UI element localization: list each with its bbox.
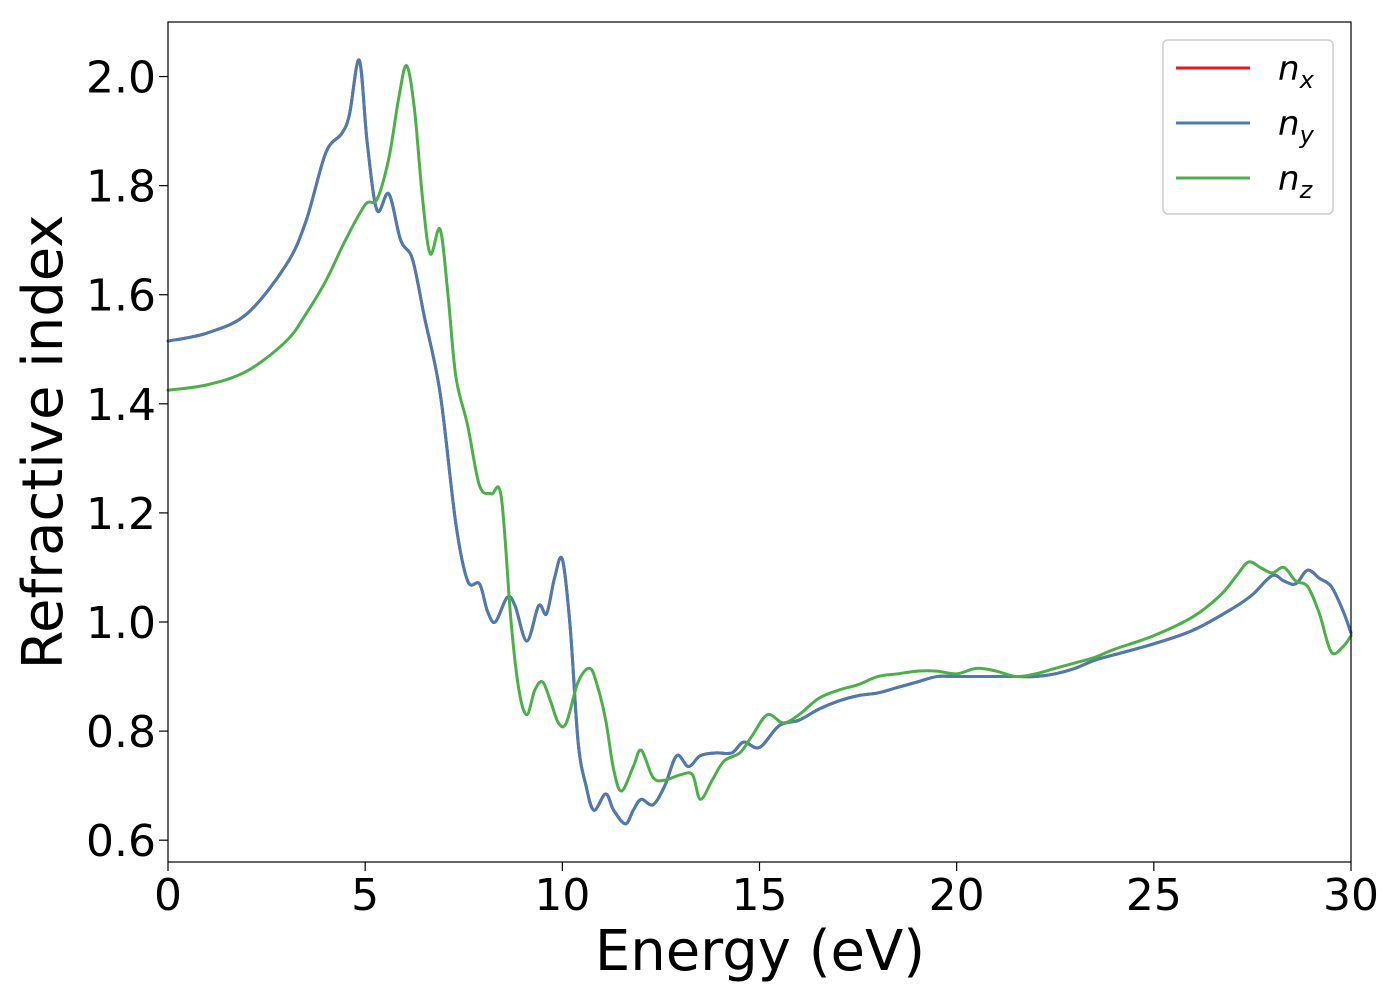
x-axis-title: Energy (eV) [595,919,925,984]
y-tick-label: 1.6 [86,271,156,322]
x-tick-label: 25 [1126,870,1182,921]
x-tick-label: 10 [534,870,590,921]
series-line-nz [166,64,1353,801]
y-tick-label: 0.6 [86,816,156,867]
plot-lines [166,58,1353,826]
x-axis: 0 5 10 15 20 25 30 [154,862,1379,921]
series-line-ny [166,58,1353,826]
x-tick-label: 5 [351,870,379,921]
y-axis-title: Refractive index [11,215,76,670]
y-tick-label: 1.8 [86,162,156,213]
y-axis: 0.6 0.8 1.0 1.2 1.4 1.6 1.8 2.0 [86,53,168,867]
x-tick-label: 20 [929,870,985,921]
y-tick-label: 1.0 [86,598,156,649]
y-tick-label: 1.4 [86,380,156,431]
y-tick-label: 0.8 [86,707,156,758]
y-tick-label: 2.0 [86,53,156,104]
x-tick-label: 0 [154,870,182,921]
legend-box [1162,39,1334,215]
x-tick-label: 15 [732,870,788,921]
x-tick-label: 30 [1323,870,1379,921]
y-tick-label: 1.2 [86,489,156,540]
